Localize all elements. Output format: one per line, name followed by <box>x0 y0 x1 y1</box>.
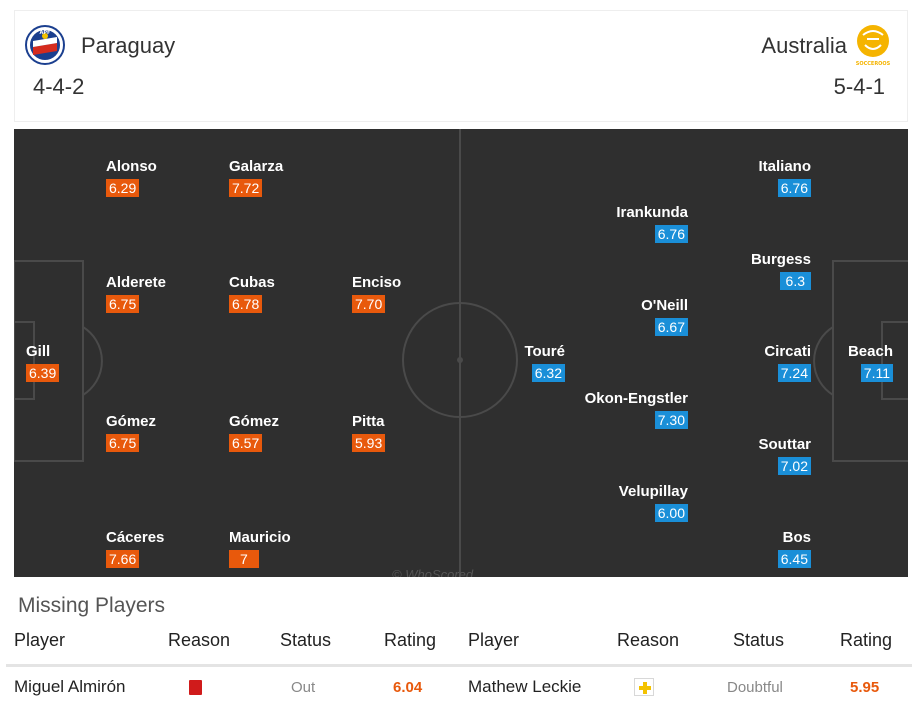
player-away-beach[interactable]: Beach 7.11 <box>848 343 893 382</box>
player-away-circati[interactable]: Circati 7.24 <box>764 343 811 382</box>
player-name: Touré <box>524 343 565 360</box>
missing-home-player[interactable]: Miguel Almirón <box>14 677 126 696</box>
player-rating: 7.24 <box>777 364 811 382</box>
player-home-pitta[interactable]: Pitta 5.93 <box>352 413 386 452</box>
player-name: Pitta <box>352 413 385 430</box>
player-home-mauricio[interactable]: Mauricio 7 <box>229 529 291 568</box>
player-rating: 7.66 <box>106 550 140 568</box>
player-rating: 7 <box>229 550 259 568</box>
player-name: Gómez <box>229 413 280 430</box>
player-name: Bos <box>782 529 811 546</box>
player-home-enciso[interactable]: Enciso 7.70 <box>352 274 401 313</box>
table-divider <box>6 664 912 667</box>
player-away-irankunda[interactable]: Irankunda 6.76 <box>616 204 688 243</box>
player-rating: 6.45 <box>777 550 811 568</box>
player-rating: 6.00 <box>654 504 688 522</box>
header-reason-away: Reason <box>617 630 680 650</box>
player-rating: 6.57 <box>229 434 263 452</box>
player-name: Galarza <box>229 158 284 175</box>
player-home-alderete[interactable]: Alderete 6.75 <box>106 274 166 313</box>
watermark: © WhoScored <box>392 567 474 577</box>
player-name: Burgess <box>750 251 811 268</box>
player-rating: 6.67 <box>654 318 688 336</box>
player-rating: 5.93 <box>352 434 386 452</box>
player-rating: 7.30 <box>654 411 688 429</box>
player-name: O'Neill <box>641 297 688 314</box>
svg-text:SOCCEROOS: SOCCEROOS <box>856 61 891 67</box>
australia-crest-icon: SOCCEROOS <box>856 25 891 67</box>
player-rating: 6.78 <box>229 295 263 313</box>
player-away-burgess[interactable]: Burgess 6.3 <box>751 251 811 290</box>
player-name: Gómez <box>106 413 157 430</box>
player-rating: 7.02 <box>777 457 811 475</box>
header-reason: Reason <box>168 630 231 650</box>
player-away-oneill[interactable]: O'Neill 6.67 <box>641 297 688 336</box>
player-away-souttar[interactable]: Souttar 7.02 <box>758 436 812 475</box>
player-rating: 6.76 <box>654 225 688 243</box>
missing-away-status: Doubtful <box>727 679 783 696</box>
header-rating-away: Rating <box>840 630 893 650</box>
player-rating: 6.3 <box>779 272 811 290</box>
player-name: Enciso <box>352 274 402 291</box>
player-rating: 6.29 <box>106 179 140 197</box>
player-rating: 7.11 <box>860 364 893 382</box>
home-team-name[interactable]: Paraguay <box>81 33 176 58</box>
missing-home-rating: 6.04 <box>393 679 423 696</box>
match-header: APF Paraguay 4-4-2 Australia SOCCEROOS 5… <box>14 10 908 122</box>
header-rating: Rating <box>384 630 437 650</box>
pitch-lines <box>14 129 908 577</box>
player-home-gomez[interactable]: Gómez 6.75 <box>106 413 156 452</box>
player-name: Beach <box>847 343 893 360</box>
header-player: Player <box>14 630 66 650</box>
away-team-name[interactable]: Australia <box>761 33 847 58</box>
player-name: Souttar <box>758 436 812 453</box>
pitch: © WhoScored Gill 6.39 Alonso 6.29 Aldere… <box>14 129 908 577</box>
away-formation: 5-4-1 <box>833 74 885 99</box>
player-rating: 6.32 <box>531 364 565 382</box>
player-away-velupillay[interactable]: Velupillay 6.00 <box>619 483 688 522</box>
player-home-alonso[interactable]: Alonso 6.29 <box>106 158 157 197</box>
home-formation: 4-4-2 <box>33 74 85 99</box>
player-name: Circati <box>764 343 811 360</box>
player-name: Mauricio <box>229 529 291 546</box>
player-home-caceres[interactable]: Cáceres 7.66 <box>106 529 164 568</box>
player-name: Alderete <box>106 274 167 291</box>
header-player-away: Player <box>468 630 520 650</box>
player-home-galarza[interactable]: Galarza 7.72 <box>229 158 283 197</box>
player-name: Okon-Engstler <box>584 390 688 407</box>
player-rating: 6.75 <box>106 434 140 452</box>
header-status: Status <box>280 630 332 650</box>
svg-text:APF: APF <box>40 30 51 36</box>
player-home-cubas[interactable]: Cubas 6.78 <box>229 274 275 313</box>
player-away-toure[interactable]: Touré 6.32 <box>524 343 565 382</box>
player-home-gomez-2[interactable]: Gómez 6.57 <box>229 413 279 452</box>
player-away-italiano[interactable]: Italiano 6.76 <box>758 158 811 197</box>
player-home-gill[interactable]: Gill 6.39 <box>26 343 60 382</box>
player-away-bos[interactable]: Bos 6.45 <box>777 529 811 568</box>
player-name: Alonso <box>106 158 157 175</box>
red-card-icon <box>189 680 202 695</box>
injury-icon <box>634 678 654 696</box>
missing-away-player[interactable]: Mathew Leckie <box>468 677 582 696</box>
player-name: Gill <box>26 343 51 360</box>
missing-players-title: Missing Players <box>18 594 166 617</box>
player-name: Italiano <box>758 158 811 175</box>
player-name: Cáceres <box>106 529 165 546</box>
player-name: Cubas <box>229 274 275 291</box>
missing-away-rating: 5.95 <box>850 679 880 696</box>
player-rating: 7.70 <box>352 295 386 313</box>
paraguay-crest-icon: APF <box>25 25 65 65</box>
player-rating: 6.39 <box>26 364 60 382</box>
header-status-away: Status <box>733 630 785 650</box>
player-name: Velupillay <box>618 483 688 500</box>
missing-home-status: Out <box>291 679 316 696</box>
player-rating: 6.75 <box>106 295 140 313</box>
player-rating: 6.76 <box>777 179 811 197</box>
player-away-okon-engstler[interactable]: Okon-Engstler 7.30 <box>585 390 688 429</box>
player-rating: 7.72 <box>229 179 263 197</box>
player-name: Irankunda <box>616 204 688 221</box>
